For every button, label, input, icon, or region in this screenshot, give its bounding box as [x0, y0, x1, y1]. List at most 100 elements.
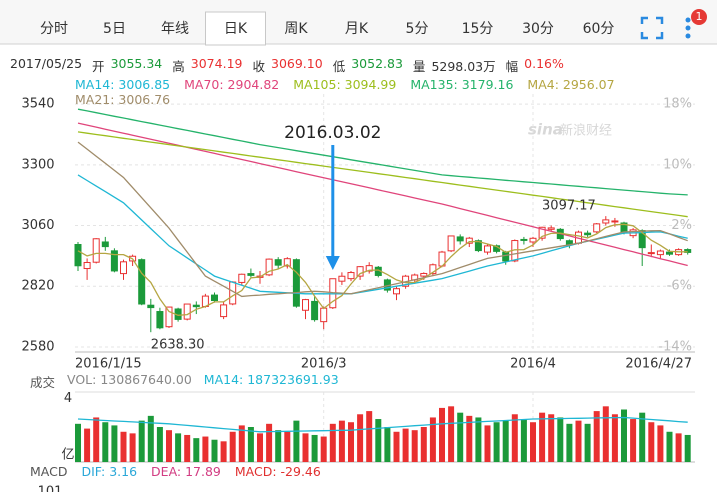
volume-bar: [593, 411, 600, 462]
volume-legend: VOL: 130867640.00: [67, 372, 192, 387]
y-unit: 亿: [61, 448, 74, 463]
candle-body: [647, 252, 655, 255]
ma-legend: MA14: 3006.85 MA70: 2904.82 MA105: 3094.99…: [75, 77, 615, 92]
volume-label: 成交: [30, 375, 56, 390]
tab[interactable]: 分时: [40, 21, 68, 37]
expand-icon[interactable]: [640, 16, 664, 40]
tab[interactable]: 5日: [103, 21, 126, 37]
x-tick-label: 2016/4: [510, 357, 556, 372]
volume-bar: [275, 430, 282, 462]
candle-body: [420, 272, 428, 277]
quote-value: 0.16%: [524, 56, 564, 71]
tab[interactable]: 月K: [345, 21, 369, 37]
volume-bar: [102, 422, 109, 462]
volume-bar: [466, 415, 473, 462]
volume-bar: [229, 431, 236, 462]
ma-legend: MA21: 3006.76: [75, 92, 170, 107]
volume-bar: [120, 431, 127, 462]
candle-body: [92, 238, 100, 263]
dot: [685, 33, 691, 39]
volume-bar: [311, 434, 318, 462]
volume-bar: [156, 427, 163, 462]
volume-bar: [566, 423, 573, 462]
tab[interactable]: 年线: [161, 21, 189, 37]
tab[interactable]: 5分: [406, 21, 429, 37]
volume-bar: [266, 423, 273, 462]
quote-date: 2017/05/25: [10, 56, 83, 71]
y-tick-label: 2820: [21, 279, 54, 294]
volume-bar: [293, 420, 300, 462]
volume-bar: [684, 434, 691, 462]
volume-bar: [666, 431, 673, 462]
volume-bar: [439, 407, 445, 462]
tab[interactable]: 周K: [284, 21, 308, 37]
candle-body: [347, 272, 355, 280]
y-tick-label: 3060: [21, 218, 54, 233]
candle-body: [666, 251, 673, 255]
tab[interactable]: 15分: [462, 21, 494, 37]
x-tick-label: 2016/1/15: [75, 357, 142, 372]
tab[interactable]: 30分: [522, 21, 554, 37]
quote-label: 开: [92, 59, 105, 74]
dot: [685, 25, 691, 31]
volume-bar: [675, 433, 682, 462]
tab[interactable]: 60分: [583, 21, 615, 37]
candle-body: [356, 266, 364, 277]
tab[interactable]: 日K: [224, 21, 248, 37]
legend-entry: MA105: 3094.99: [293, 77, 397, 92]
volume-bar: [557, 417, 564, 462]
expand-glyph: [640, 16, 664, 40]
candle-body: [247, 273, 255, 276]
candle-body: [192, 304, 200, 308]
volume-bar: [302, 433, 309, 462]
volume-bar: [375, 419, 382, 462]
ma-line: [77, 223, 688, 316]
volume-bar: [329, 423, 336, 462]
quote-label: 高: [172, 59, 185, 74]
volume-bar: [484, 425, 491, 462]
candle-body: [101, 241, 109, 248]
quote-row: 2017/05/25 开 3055.34 高 3074.19 收 3069.10 低 3052.…: [10, 56, 568, 75]
y2-tick-label: 18%: [663, 97, 692, 112]
candle-body: [292, 259, 300, 307]
quote-value: 3055.34: [110, 56, 163, 71]
candle-body: [311, 300, 319, 321]
volume-bar: [348, 422, 354, 462]
y-tick-label: 3540: [21, 97, 54, 112]
volume-bar: [247, 427, 254, 462]
candle-body: [156, 311, 164, 329]
more-icon[interactable]: [685, 17, 691, 39]
candle-body: [602, 219, 610, 224]
y-tick-label: 2580: [21, 339, 54, 354]
candle-body: [465, 237, 473, 244]
volume-bar: [393, 431, 400, 462]
candle-body: [238, 273, 246, 283]
y2-tick-label: 2%: [671, 218, 692, 233]
quote-label: 低: [332, 59, 346, 74]
y-tick-label: 3300: [21, 157, 54, 172]
volume-bar: [138, 420, 145, 462]
volume-bar: [548, 414, 555, 462]
volume-bar: [429, 417, 436, 462]
candle-body: [429, 264, 437, 275]
candle-body: [83, 261, 91, 270]
volume-bar: [420, 427, 427, 462]
volume-bar: [175, 433, 182, 462]
quote-value: 3052.83: [351, 56, 403, 71]
legend-entry: MA135: 3179.16: [410, 77, 514, 92]
volume-bar: [384, 427, 391, 462]
volume-bar: [520, 419, 527, 462]
candle-body: [147, 304, 155, 309]
quote-label: 量: [412, 59, 426, 74]
volume-bar: [357, 414, 364, 462]
volume-bar: [220, 441, 227, 462]
candle-body: [484, 245, 491, 253]
volume-bar: [602, 406, 609, 462]
macd-item: DIF: 3.16: [81, 464, 138, 479]
candle-body: [183, 303, 191, 320]
legend-entry: MA14: 187323691.93: [203, 372, 339, 387]
legend-entry: MA4: 2956.07: [527, 77, 615, 92]
volume-bar: [584, 423, 591, 462]
candle-body: [283, 258, 291, 267]
